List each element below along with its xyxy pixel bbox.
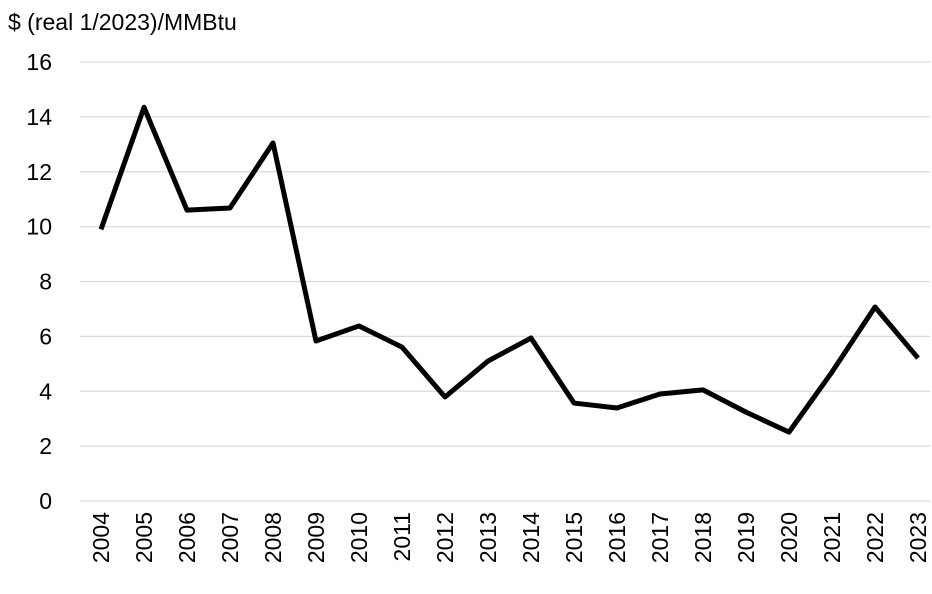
y-axis-label: $ (real 1/2023)/MMBtu: [8, 9, 237, 35]
x-tick-label: 2017: [647, 512, 673, 563]
y-tick-label: 12: [26, 159, 52, 185]
x-tick-label: 2015: [561, 512, 587, 563]
x-tick-label: 2011: [389, 512, 415, 561]
x-tick-label: 2019: [733, 512, 759, 563]
x-tick-label: 2010: [346, 512, 372, 563]
y-tick-label: 10: [26, 214, 52, 240]
x-tick-label: 2005: [131, 512, 157, 563]
x-tick-label: 2008: [260, 512, 286, 563]
y-tick-label: 16: [26, 49, 52, 75]
x-tick-label: 2022: [862, 512, 888, 563]
x-tick-label: 2012: [432, 512, 458, 563]
line-series: [98, 104, 920, 435]
y-tick-label: 14: [26, 104, 52, 130]
x-tick-label: 2013: [475, 512, 501, 563]
y-tick-label: 4: [39, 378, 52, 404]
x-tick-label: 2020: [776, 512, 802, 563]
y-tick-label: 6: [39, 323, 52, 349]
y-tick-label: 0: [39, 488, 52, 514]
x-tick-label: 2004: [88, 512, 114, 563]
x-tick-label: 2006: [174, 512, 200, 563]
x-tick-label: 2009: [303, 512, 329, 563]
x-tick-label: 2021: [819, 512, 845, 563]
x-tick-label: 2023: [905, 512, 931, 563]
x-tick-label: 2007: [217, 512, 243, 563]
y-tick-label: 8: [39, 269, 52, 295]
x-tick-label: 2018: [690, 512, 716, 563]
x-tick-label: 2016: [604, 512, 630, 563]
x-tick-label: 2014: [518, 512, 544, 563]
y-tick-label: 2: [39, 433, 52, 459]
